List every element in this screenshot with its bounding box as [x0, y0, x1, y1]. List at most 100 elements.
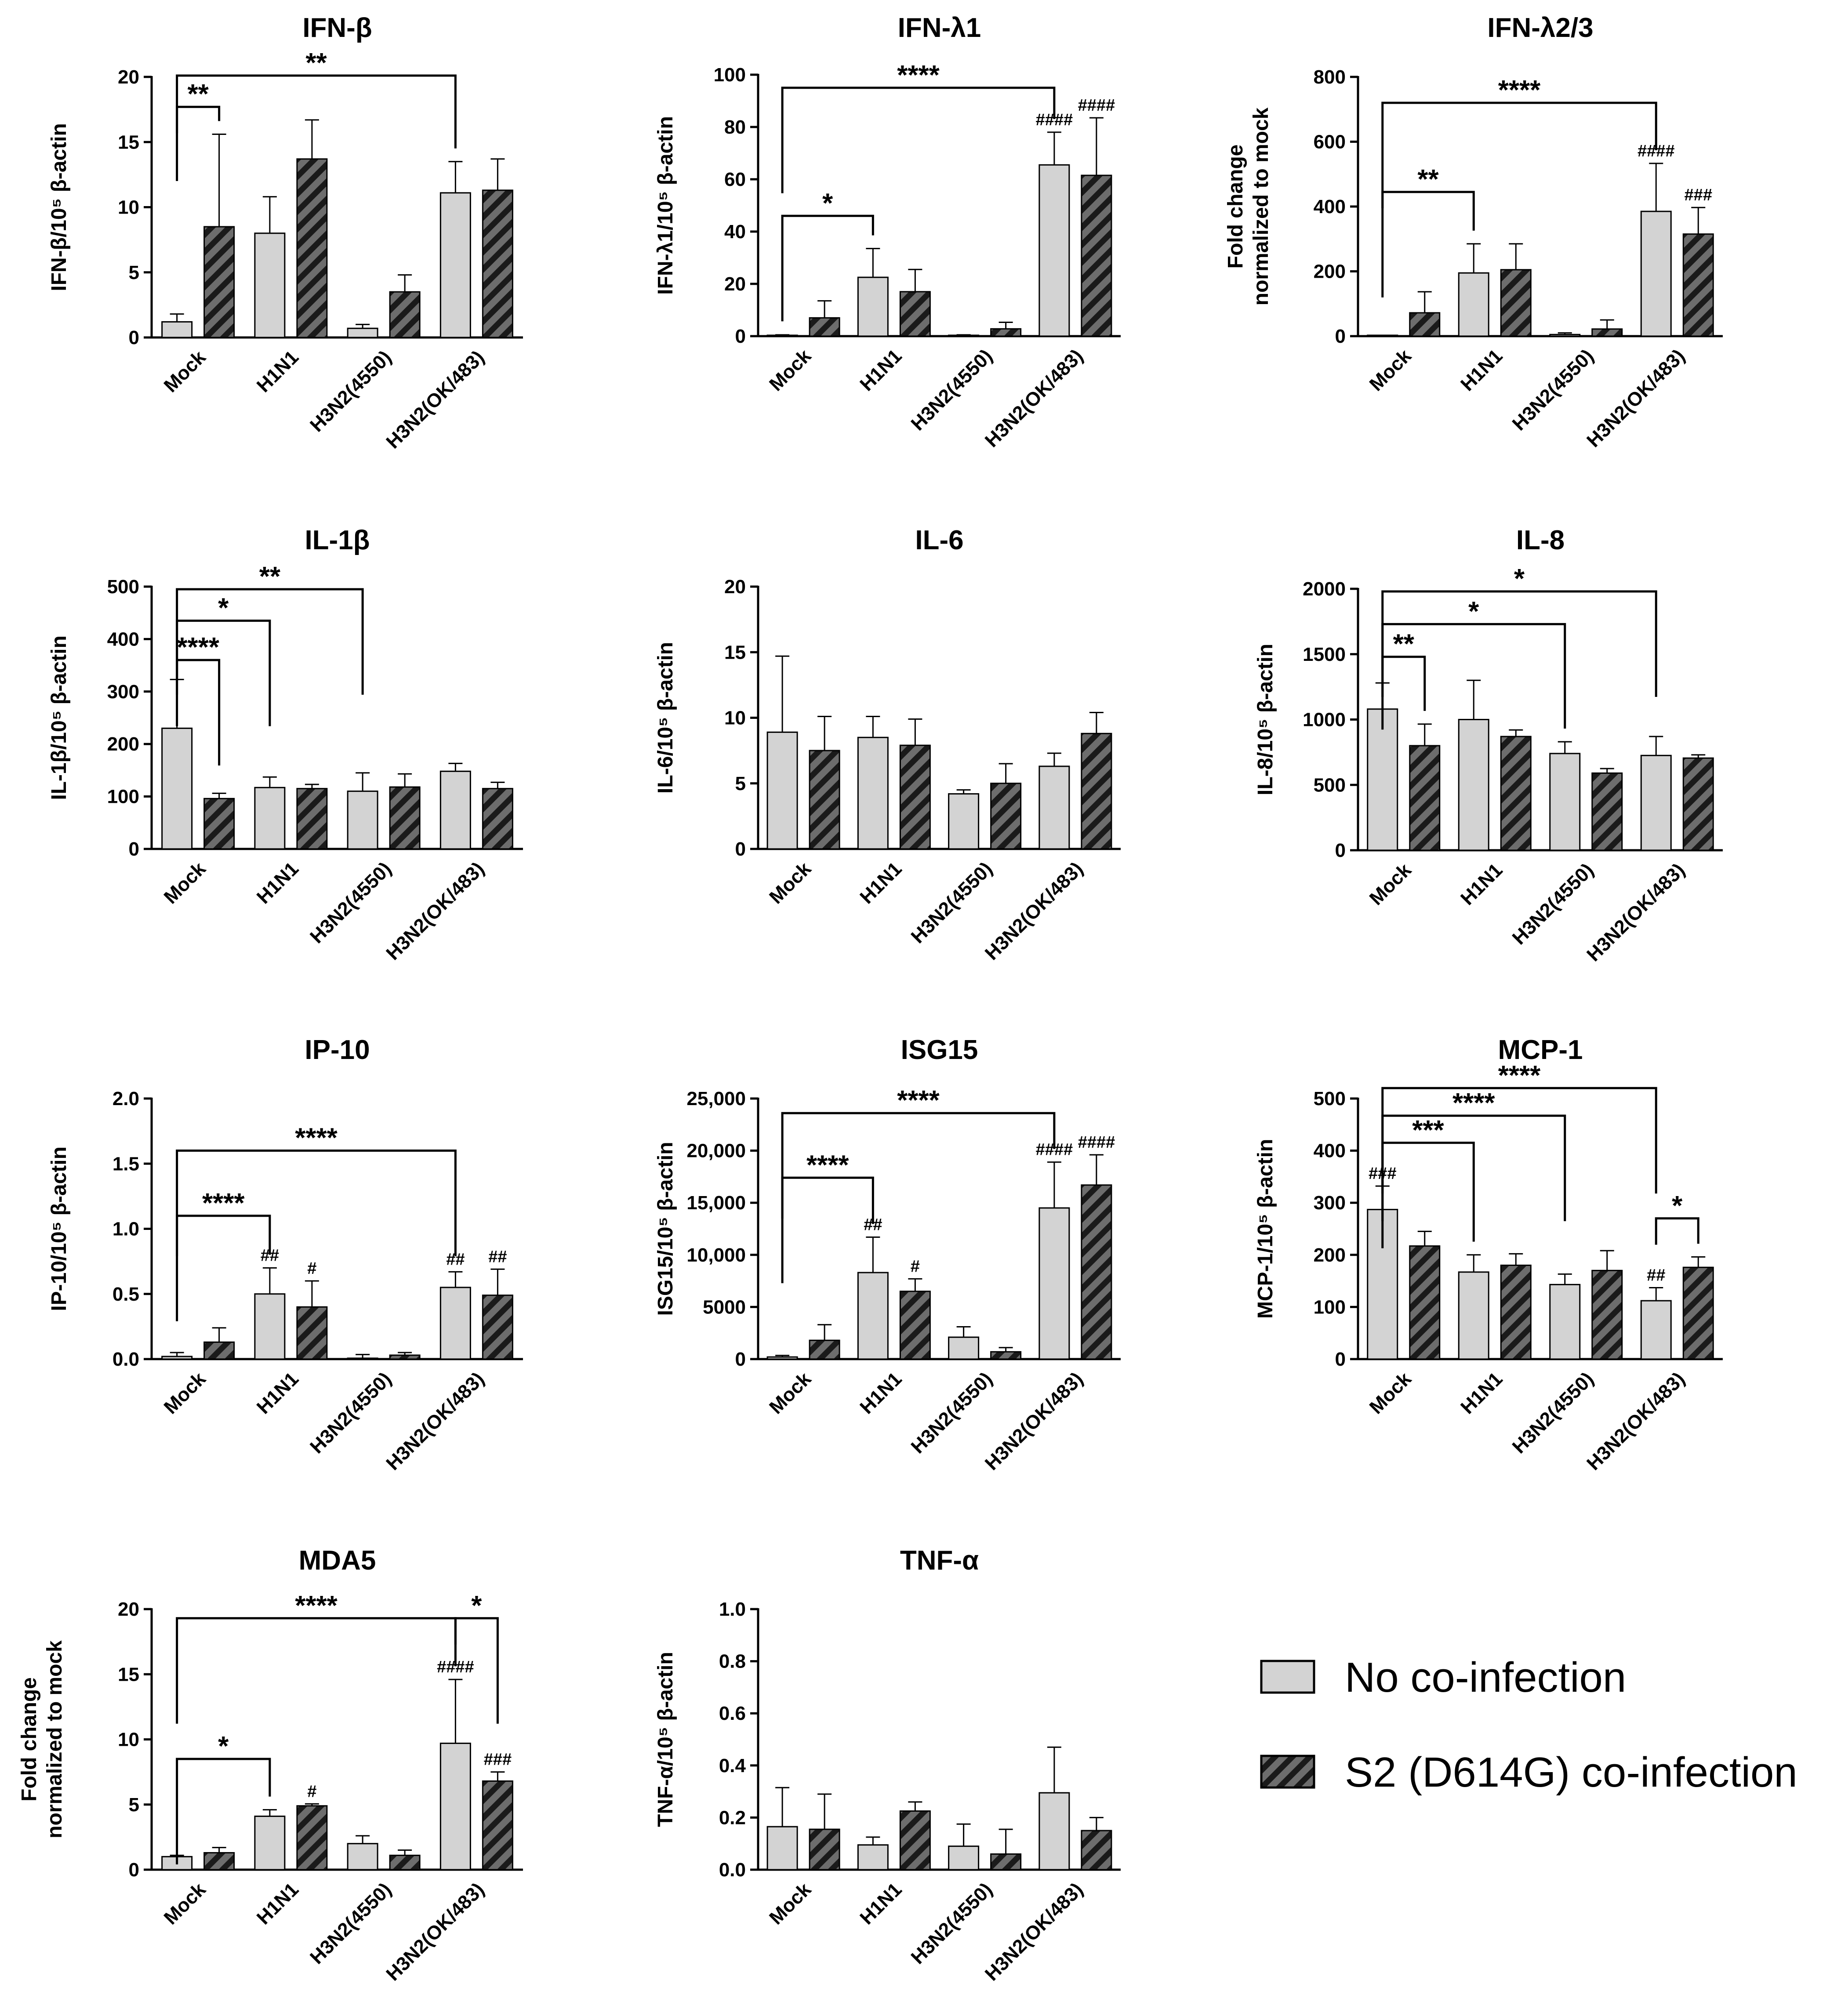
y-tick-label: 100 [714, 64, 746, 86]
significance-bracket [781, 214, 874, 322]
x-category-label: H3N2(OK/483) [1583, 859, 1689, 965]
chart-panel-10: TNF-α TNF-α/10⁵ β-actin 0.0 0.2 0.4 0.6 0.8 1.0… [654, 1545, 1121, 1985]
x-category-label: Mock [160, 1878, 211, 1929]
bar-coinfection [1591, 772, 1623, 851]
y-tick-label: 10 [724, 707, 746, 729]
bar-coinfection [203, 798, 235, 850]
x-category-label: Mock [160, 1368, 211, 1418]
bar-no-coinfection [161, 727, 193, 850]
bar-coinfection [389, 786, 421, 850]
bar-no-coinfection [766, 1826, 798, 1871]
x-category-label: H3N2(4550) [907, 1878, 997, 1968]
significance-label: * [1514, 564, 1525, 594]
y-tick-label: 2000 [1303, 578, 1346, 600]
x-category-label: H3N2(4550) [1508, 345, 1598, 435]
bar-no-coinfection [1549, 1284, 1581, 1360]
bar-no-coinfection [347, 1357, 378, 1360]
bar-coinfection [1081, 732, 1112, 850]
significance-label: **** [202, 1188, 245, 1218]
bar-coinfection [1409, 312, 1441, 337]
bar-coinfection [296, 1306, 328, 1360]
x-category-label: H1N1 [856, 1368, 906, 1418]
y-axis-label: IFN-λ1/10⁵ β-actin [654, 116, 677, 295]
y-axis-label-line: normalized to mock [43, 1640, 66, 1838]
bar-no-coinfection [857, 736, 889, 850]
significance-label: * [1672, 1191, 1683, 1221]
x-category-label: H3N2(OK/483) [1583, 345, 1689, 451]
x-category-label: H3N2(4550) [907, 345, 997, 435]
x-category-label: H3N2(4550) [907, 858, 997, 947]
bar-coinfection [809, 750, 840, 850]
significance-label: ** [1417, 164, 1439, 195]
x-category-label: H3N2(OK/483) [382, 1878, 488, 1985]
x-category-label: Mock [160, 346, 211, 397]
y-tick-label: 400 [107, 628, 139, 650]
y-tick-label: 40 [724, 221, 746, 243]
significance-label: * [1468, 596, 1479, 627]
y-tick-label: 0 [1335, 326, 1346, 347]
bar-coinfection [899, 1810, 931, 1871]
y-tick-label: 20 [118, 66, 139, 88]
bar-no-coinfection [948, 1336, 980, 1360]
y-axis-label: TNF-α/10⁵ β-actin [654, 1652, 677, 1827]
bar-coinfection [203, 1852, 235, 1871]
y-axis-label-line: Fold change [1224, 145, 1247, 269]
y-tick-label: 0 [1335, 1349, 1346, 1370]
x-category-label: Mock [1365, 859, 1416, 910]
significance-bracket [176, 74, 457, 181]
bar-coinfection [1081, 174, 1112, 337]
y-tick-label: 0 [735, 1349, 746, 1370]
bar-coinfection [1591, 1269, 1623, 1360]
y-tick-label: 1000 [1303, 709, 1346, 731]
y-tick-label: 500 [107, 576, 139, 598]
legend-label-no-coinfection: No co-infection [1345, 1654, 1626, 1701]
chart-panel-8: MCP-1 MCP-1/10⁵ β-actin 0 100 200 300 400 500 Mo… [1254, 1035, 1723, 1475]
bar-no-coinfection [1640, 1300, 1672, 1360]
significance-label: **** [295, 1123, 338, 1153]
significance-bracket [781, 1176, 874, 1284]
y-tick-label: 0.4 [719, 1755, 746, 1777]
y-axis-label: IFN-β/10⁵ β-actin [47, 123, 71, 291]
chart-title: ISG15 [901, 1035, 978, 1065]
hash-annotation: ## [488, 1247, 507, 1266]
bar-coinfection [990, 783, 1022, 850]
x-category-label: Mock [765, 1878, 816, 1929]
x-category-label: H1N1 [253, 1878, 303, 1929]
significance-label: ** [305, 48, 327, 78]
y-tick-label: 0 [735, 326, 746, 347]
y-tick-label: 15 [724, 642, 746, 663]
y-tick-label: 2.0 [113, 1088, 139, 1110]
significance-label: **** [1498, 1060, 1541, 1091]
bar-coinfection [482, 788, 513, 850]
y-axis-label-line: TNF-α/10⁵ β-actin [654, 1652, 677, 1827]
y-tick-label: 0 [129, 327, 139, 348]
significance-label: **** [1452, 1088, 1495, 1118]
bar-no-coinfection [254, 787, 286, 850]
y-axis-label: IL-6/10⁵ β-actin [654, 642, 677, 794]
legend-swatch-coinfection [1260, 1755, 1315, 1789]
bar-no-coinfection [1640, 210, 1672, 337]
bar-no-coinfection [1549, 334, 1581, 337]
x-category-label: H1N1 [253, 346, 303, 396]
chart-title: IL-8 [1516, 525, 1565, 555]
hash-annotation: ### [484, 1751, 512, 1769]
hash-annotation: ### [1685, 186, 1712, 204]
x-category-label: H1N1 [253, 1368, 303, 1418]
significance-label: * [218, 593, 229, 624]
y-tick-label: 80 [724, 116, 746, 138]
y-tick-label: 100 [107, 786, 139, 808]
x-category-label: H1N1 [856, 1878, 906, 1929]
bar-no-coinfection [254, 1815, 286, 1871]
y-axis-label-line: IL-6/10⁵ β-actin [654, 642, 677, 794]
x-category-label: Mock [1365, 345, 1416, 395]
bar-coinfection [990, 328, 1022, 337]
bar-coinfection [389, 1854, 421, 1871]
y-tick-label: 0.6 [719, 1703, 746, 1724]
bar-coinfection [389, 1354, 421, 1360]
y-tick-label: 60 [724, 169, 746, 190]
hash-annotation: #### [1078, 1133, 1115, 1152]
significance-bracket [781, 87, 1056, 193]
chart-title: IFN-λ2/3 [1487, 13, 1593, 43]
